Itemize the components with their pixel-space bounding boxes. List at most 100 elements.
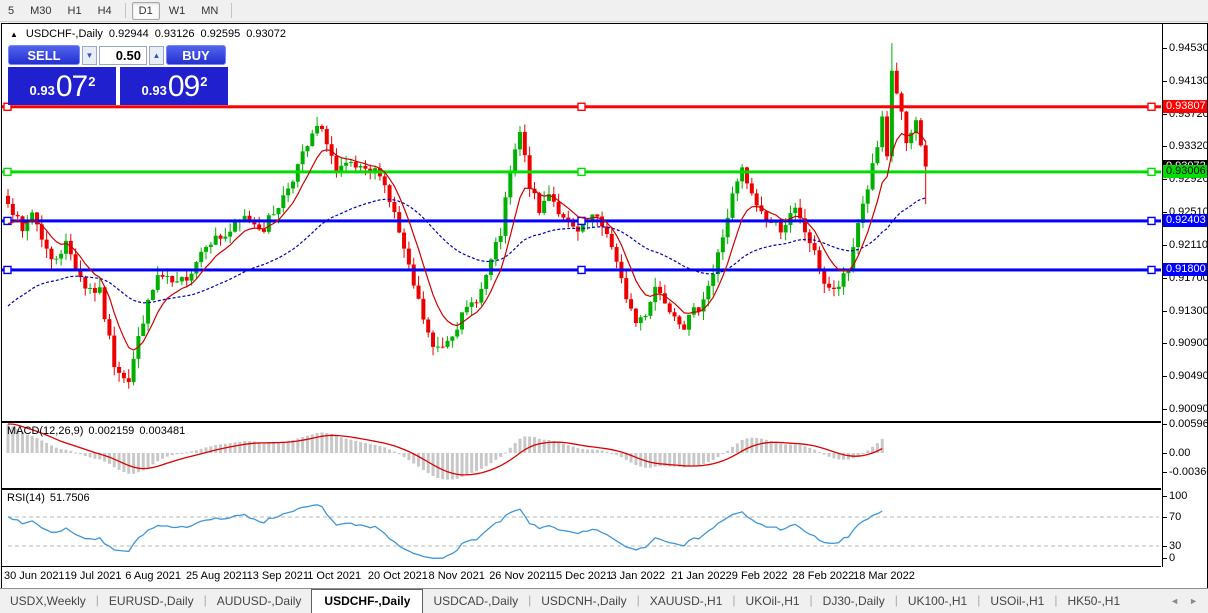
tab-separator: |: [528, 593, 532, 607]
date-label: 8 Nov 2021: [428, 570, 485, 582]
axis-tick: [1162, 212, 1167, 214]
sell-price-big: 07: [55, 70, 88, 103]
quote-low: 0.92595: [200, 28, 241, 40]
pane-separator: [2, 421, 1161, 423]
date-label: 19 Jul 2021: [64, 570, 122, 582]
chart-symbol-label: USDCHF-,Daily: [25, 28, 103, 40]
tab-separator: |: [203, 593, 207, 607]
date-label: 28 Feb 2022: [792, 570, 855, 582]
toolbar-separator: [124, 3, 126, 18]
tabs-scroll-right-icon[interactable]: ►: [1189, 596, 1198, 606]
axis-tick-label: 0.00: [1169, 447, 1191, 459]
tab-usdcad[interactable]: USDCAD-,Daily: [433, 594, 519, 608]
timeframe-m30[interactable]: M30: [30, 4, 52, 17]
tab-ukoil[interactable]: UKOil-,H1: [745, 594, 800, 608]
quote-close: 0.93072: [246, 28, 286, 40]
tab-eurusd[interactable]: EURUSD-,Daily: [108, 594, 194, 608]
axis-tick-label: 0.90900: [1169, 337, 1208, 350]
line-handle[interactable]: [1147, 265, 1156, 275]
volume-input[interactable]: [99, 45, 147, 65]
axis-tick-label: -0.003664: [1169, 465, 1208, 478]
tab-usdcnh[interactable]: USDCNH-,Daily: [541, 594, 627, 608]
tab-uk100[interactable]: UK100-,H1: [907, 594, 968, 608]
tab-xauusd[interactable]: XAUUSD-,H1: [649, 594, 723, 608]
axis-tick: [1162, 453, 1167, 454]
axis-tick: [1162, 408, 1167, 410]
horizontal-lines[interactable]: [2, 102, 1161, 275]
line-handle[interactable]: [3, 102, 12, 111]
tab-separator: |: [636, 593, 640, 607]
timeframe-mn[interactable]: MN: [201, 4, 219, 17]
line-handle[interactable]: [3, 167, 12, 177]
date-label: 13 Sep 2021: [246, 570, 309, 582]
timeframe-w1[interactable]: W1: [168, 4, 186, 17]
rsi-pane[interactable]: [2, 490, 1161, 566]
buy-button[interactable]: BUY: [166, 45, 226, 65]
price-badge: 0.93006: [1163, 165, 1207, 179]
buy-price-big: 09: [167, 70, 200, 103]
sell-button[interactable]: SELL: [8, 45, 80, 65]
axis-tick: [1162, 471, 1167, 473]
tab-usoil[interactable]: USOil-,H1: [990, 594, 1045, 608]
line-handle[interactable]: [3, 265, 12, 275]
buy-price[interactable]: 0.93 09 2: [120, 67, 228, 105]
line-handle[interactable]: [577, 265, 586, 275]
date-label: 21 Jan 2022: [671, 570, 732, 582]
timeframe-toolbar: 5 M30 H1 H4 D1 W1 MN: [0, 0, 1208, 22]
axis-tick-label: 0.93320: [1169, 140, 1208, 153]
axis-tick-label: 0: [1169, 552, 1176, 564]
line-handle[interactable]: [577, 167, 586, 177]
date-label: 20 Oct 2021: [367, 570, 428, 582]
volume-increase-button[interactable]: ▲: [149, 45, 164, 65]
chart-window: 0.94530 0.94130 0.93720 0.93320 0.92920 0.925…: [1, 23, 1208, 589]
tab-hk50[interactable]: HK50-,H1: [1067, 594, 1121, 608]
collapse-icon[interactable]: ▲: [10, 29, 18, 39]
toolbar-separator: [231, 3, 233, 18]
sell-price[interactable]: 0.93 07 2: [8, 67, 116, 105]
rsi-name: RSI(14): [7, 492, 45, 504]
chevron-up-icon: ▲: [152, 50, 161, 60]
line-handle[interactable]: [3, 216, 12, 226]
line-handle[interactable]: [577, 102, 586, 111]
axis-tick-label: 0.90090: [1169, 402, 1208, 415]
macd-pane[interactable]: [2, 423, 1161, 488]
price-badge: 0.91800: [1163, 263, 1207, 277]
axis-tick-label: 0.94530: [1169, 42, 1208, 54]
axis-tick: [1162, 178, 1167, 180]
axis-tick: [1162, 278, 1167, 280]
axis-tick: [1162, 376, 1167, 378]
timeframe-5[interactable]: 5: [8, 4, 15, 17]
axis-tick: [1162, 113, 1167, 115]
volume-decrease-button[interactable]: ▼: [82, 45, 97, 65]
tab-usdchf[interactable]: USDCHF-,Daily: [311, 589, 424, 613]
tab-audusd[interactable]: AUDUSD-,Daily: [216, 594, 302, 608]
sell-price-sup: 2: [88, 74, 96, 89]
buy-price-prefix: 0.93: [141, 83, 167, 98]
tab-usdx[interactable]: USDX,Weekly: [10, 594, 86, 608]
timeframe-d1[interactable]: D1: [131, 1, 160, 20]
date-label: 26 Nov 2021: [489, 570, 552, 582]
date-label: 15 Dec 2021: [549, 570, 613, 582]
price-pane[interactable]: [2, 24, 1161, 421]
axis-tick-label: 0.94130: [1169, 74, 1208, 87]
line-handle[interactable]: [1147, 102, 1156, 111]
macd-label: MACD(12,26,9) 0.002159 0.003481: [7, 425, 185, 437]
tab-separator: |: [977, 593, 981, 607]
axis-tick-label: 30: [1169, 540, 1182, 553]
tab-separator: |: [95, 593, 99, 607]
date-label: 3 Jan 2022: [610, 570, 665, 582]
timeframe-h1[interactable]: H1: [67, 4, 82, 17]
axis-tick-label: 70: [1169, 511, 1182, 523]
line-handle[interactable]: [1147, 167, 1156, 177]
tabs-scroll-left-icon[interactable]: ◄: [1170, 596, 1180, 606]
trade-panel-controls: SELL ▼ ▲ BUY: [8, 44, 228, 66]
axis-tick: [1162, 496, 1167, 497]
pane-separator: [2, 488, 1161, 490]
timeframe-h4[interactable]: H4: [97, 4, 112, 17]
slow-ma-line: [7, 197, 926, 307]
trade-panel-prices: 0.93 07 2 0.93 09 2: [8, 67, 228, 105]
tab-dj30[interactable]: DJ30-,Daily: [822, 594, 885, 608]
line-handle[interactable]: [1147, 216, 1156, 226]
symbol-tab-bar: USDX,Weekly | EURUSD-,Daily | AUDUSD-,Daily U…: [0, 588, 1208, 613]
